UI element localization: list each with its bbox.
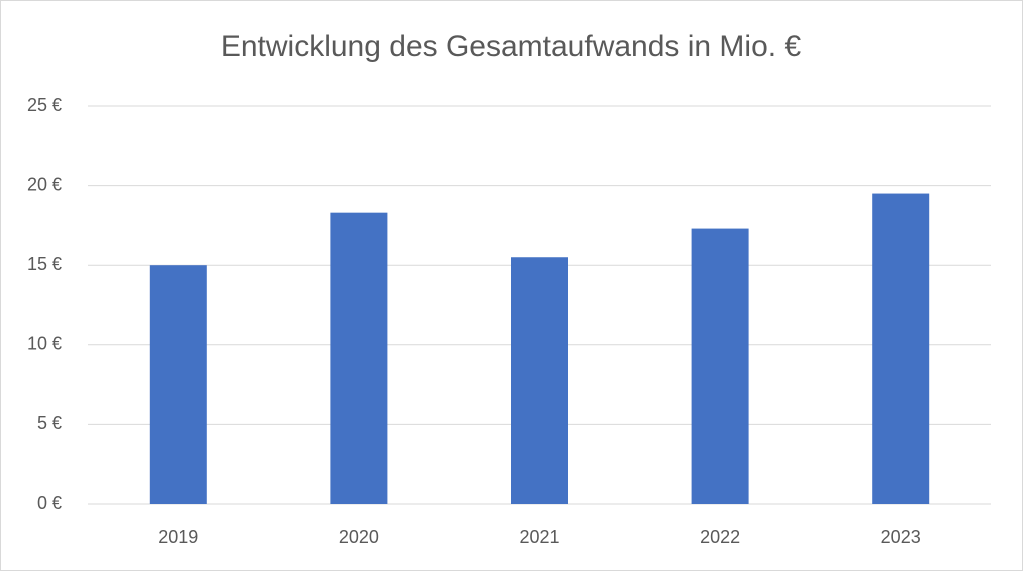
x-tick-label: 2019 xyxy=(158,527,198,547)
y-tick-label: 25 € xyxy=(27,95,62,115)
x-tick-label: 2022 xyxy=(700,527,740,547)
y-tick-label: 10 € xyxy=(27,334,62,354)
y-tick-label: 5 € xyxy=(37,413,62,433)
chart-title: Entwicklung des Gesamtaufwands in Mio. € xyxy=(221,30,802,63)
y-tick-label: 20 € xyxy=(27,174,62,194)
x-tick-label: 2020 xyxy=(339,527,379,547)
x-tick-label: 2023 xyxy=(881,527,921,547)
bar xyxy=(511,257,568,504)
bar xyxy=(691,228,749,505)
bar xyxy=(872,193,930,504)
y-tick-label: 15 € xyxy=(27,254,62,274)
bar xyxy=(149,265,207,504)
x-tick-label: 2021 xyxy=(519,527,559,547)
bar xyxy=(330,212,388,504)
y-tick-label: 0 € xyxy=(37,493,62,513)
